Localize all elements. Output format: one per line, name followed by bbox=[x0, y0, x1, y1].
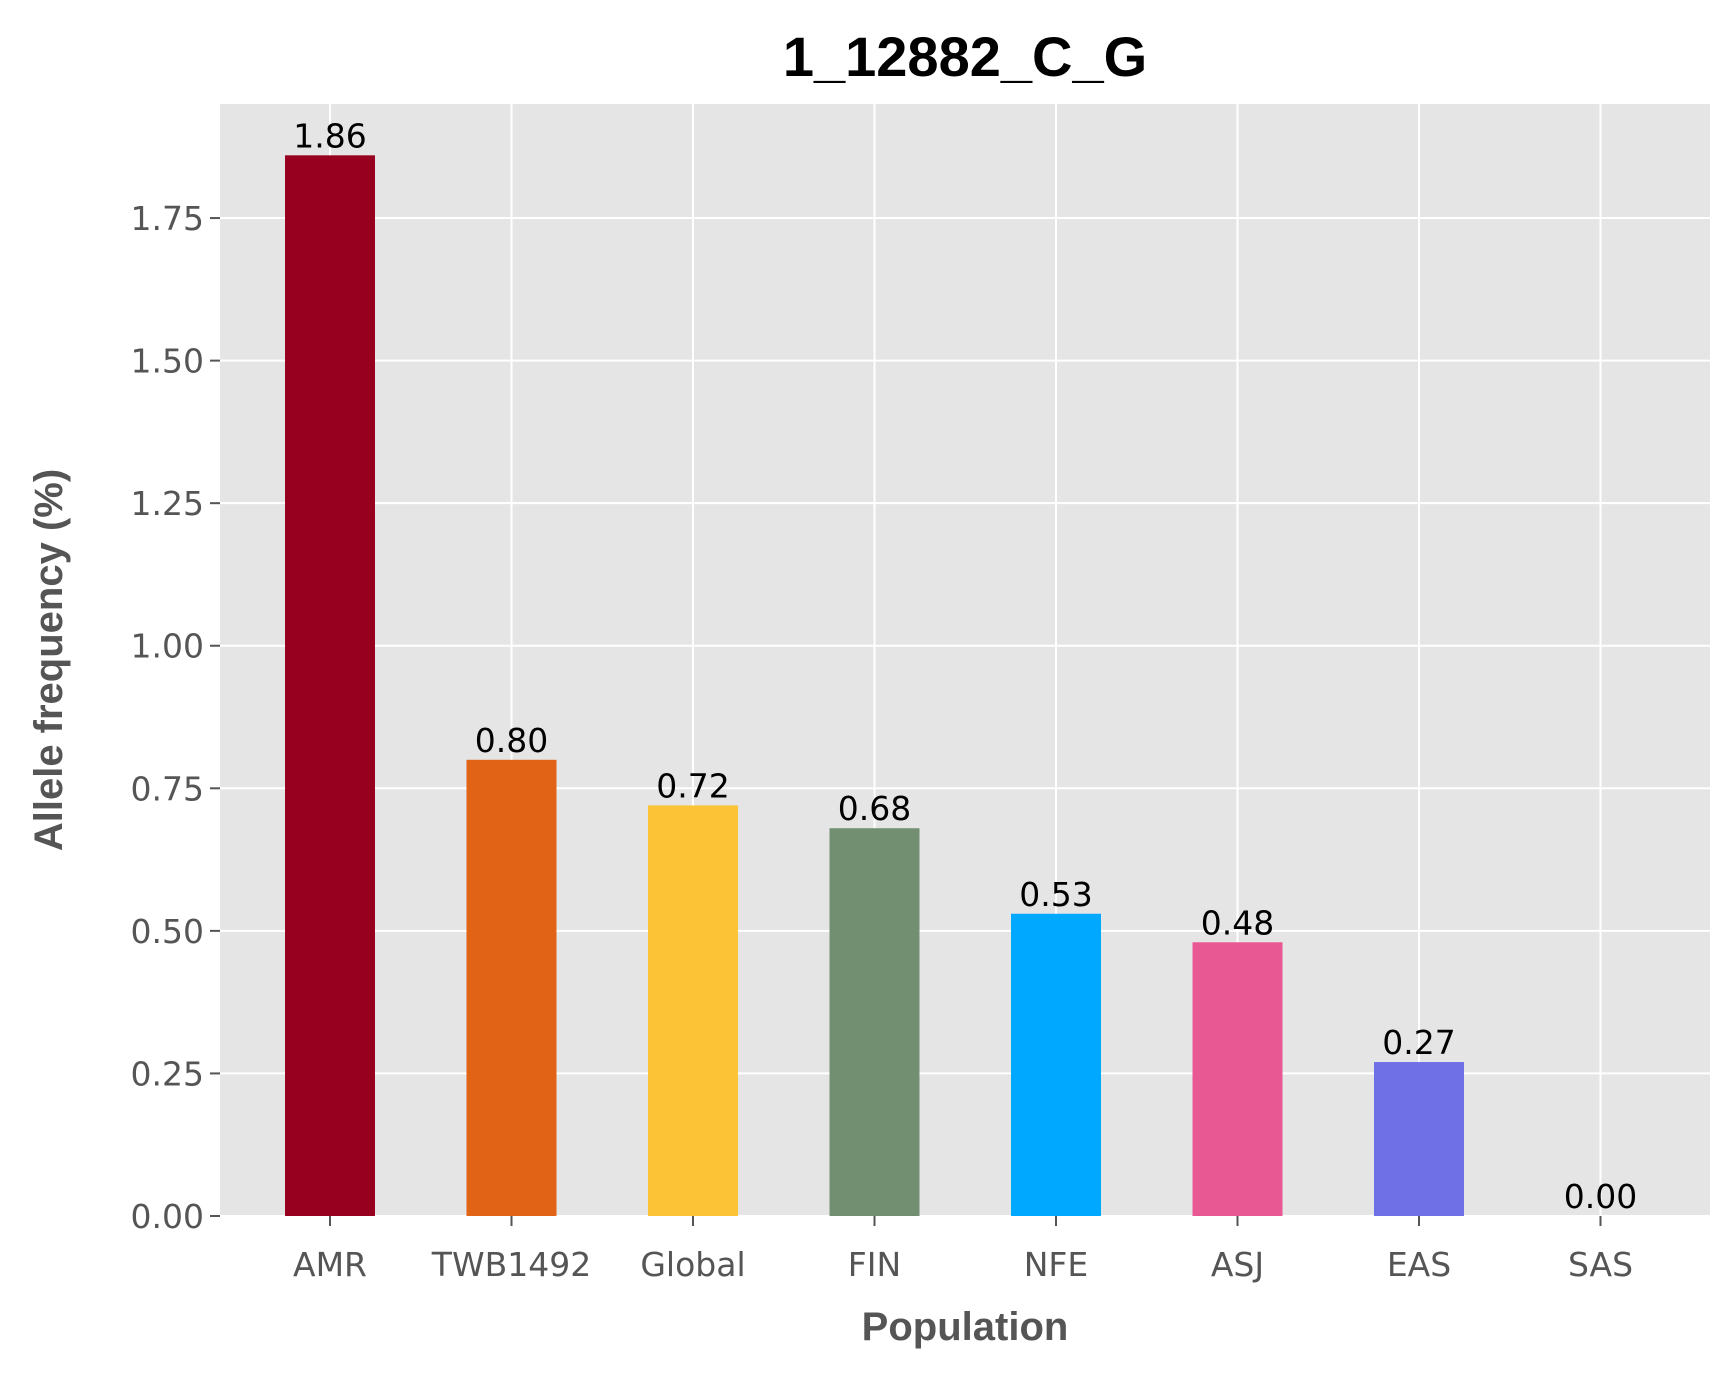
x-tick-label: AMR bbox=[293, 1245, 367, 1284]
x-tick-label: FIN bbox=[848, 1245, 901, 1284]
data-label-amr: 1.86 bbox=[293, 116, 366, 155]
data-label-twb1492: 0.80 bbox=[475, 721, 548, 760]
chart-title: 1_12882_C_G bbox=[783, 25, 1147, 88]
x-tick-label: TWB1492 bbox=[431, 1245, 591, 1284]
y-tick-label: 1.75 bbox=[131, 199, 204, 238]
x-axis-label: Population bbox=[862, 1305, 1069, 1349]
y-tick-label: 1.25 bbox=[131, 484, 204, 523]
bars bbox=[285, 155, 1464, 1216]
y-tick-label: 1.00 bbox=[131, 627, 204, 666]
y-tick-label: 0.75 bbox=[131, 769, 204, 808]
bar-asj bbox=[1192, 942, 1283, 1216]
data-label-fin: 0.68 bbox=[838, 789, 911, 828]
data-label-asj: 0.48 bbox=[1201, 903, 1274, 942]
x-tick-label: EAS bbox=[1387, 1245, 1451, 1284]
data-label-sas: 0.00 bbox=[1564, 1177, 1637, 1216]
data-label-eas: 0.27 bbox=[1382, 1023, 1455, 1062]
bar-nfe bbox=[1011, 913, 1101, 1216]
x-tick-label: Global bbox=[640, 1245, 745, 1284]
x-tick-label: NFE bbox=[1024, 1245, 1089, 1284]
bar-amr bbox=[285, 155, 375, 1216]
bar-fin bbox=[829, 828, 920, 1216]
x-axis-ticks: AMR TWB1492 Global FIN NFE ASJ EAS SAS bbox=[293, 1216, 1633, 1284]
bar-twb1492 bbox=[466, 759, 557, 1216]
x-tick-label: SAS bbox=[1568, 1245, 1633, 1284]
y-axis-ticks: 0.00 0.25 0.50 0.75 1.00 1.25 1.50 1.75 bbox=[131, 199, 220, 1236]
data-label-nfe: 0.53 bbox=[1019, 875, 1092, 914]
plot-area bbox=[220, 104, 1710, 1216]
y-tick-label: 0.25 bbox=[131, 1054, 204, 1093]
y-tick-label: 0.50 bbox=[131, 912, 204, 951]
data-label-global: 0.72 bbox=[656, 766, 729, 805]
y-axis-label: Allele frequency (%) bbox=[27, 469, 71, 851]
bar-eas bbox=[1374, 1062, 1464, 1216]
x-tick-label: ASJ bbox=[1211, 1245, 1264, 1284]
y-tick-label: 1.50 bbox=[131, 342, 204, 381]
bar-global bbox=[648, 805, 738, 1216]
data-labels: 1.86 0.80 0.72 0.68 0.53 0.48 0.27 0.00 bbox=[293, 116, 1637, 1216]
y-tick-label: 0.00 bbox=[131, 1197, 204, 1236]
